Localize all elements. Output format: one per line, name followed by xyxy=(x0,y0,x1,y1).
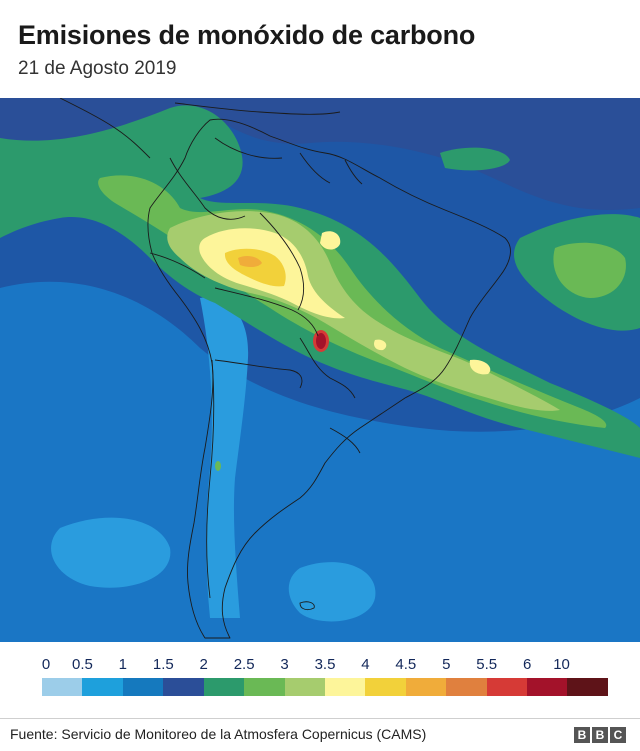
legend-swatch xyxy=(527,678,568,696)
legend-swatch xyxy=(446,678,487,696)
border-venezuela xyxy=(214,137,283,159)
plume-level-25-east xyxy=(553,242,626,298)
legend-swatch xyxy=(324,678,366,696)
legend-swatch xyxy=(163,678,204,696)
legend-swatch xyxy=(122,678,164,696)
bbc-logo-letter: B xyxy=(574,727,590,743)
border-brazil-west xyxy=(259,212,304,311)
bbc-logo: B B C xyxy=(574,727,626,743)
legend-swatch xyxy=(284,678,325,696)
bbc-logo-letter: B xyxy=(592,727,608,743)
footer-divider xyxy=(0,718,640,719)
legend-swatch xyxy=(203,678,245,696)
legend-swatch xyxy=(486,678,528,696)
legend-label: 3 xyxy=(280,656,289,673)
legend-label: 2 xyxy=(199,656,208,673)
plume-level-35-d xyxy=(373,339,387,351)
border-colombia xyxy=(169,157,246,220)
legend-label: 0 xyxy=(41,656,51,673)
legend-label: 1 xyxy=(118,656,128,673)
central-america xyxy=(59,98,151,159)
border-guianas xyxy=(299,152,363,185)
legend-swatch xyxy=(405,678,447,696)
field-level-15 xyxy=(0,98,640,210)
legend-label: 1.5 xyxy=(152,656,174,673)
uruguay-coast xyxy=(329,427,361,454)
border-argentina-bolivia xyxy=(214,359,303,389)
hotspot-small xyxy=(215,461,221,471)
country-borders xyxy=(59,98,511,639)
legend-label: 4.5 xyxy=(395,656,417,673)
legend-labels: 0 0.5 1 1.5 2 2.5 3 3.5 4 4.5 5 5.5 6 10 xyxy=(42,656,608,676)
plume-level-35-b xyxy=(320,231,341,250)
border-peru xyxy=(149,252,206,279)
border-brazil-bolivia xyxy=(214,287,319,337)
legend-swatch xyxy=(244,678,285,696)
legend-label: 6 xyxy=(522,656,532,673)
legend-label: 5.5 xyxy=(476,656,498,673)
border-argentina-chile xyxy=(206,359,215,599)
field-level-05 xyxy=(51,517,171,588)
legend-swatch xyxy=(42,678,83,696)
page-subtitle: 21 de Agosto 2019 xyxy=(18,58,177,79)
legend-label: 4 xyxy=(361,656,370,673)
co-emissions-map xyxy=(0,98,640,642)
legend-swatch xyxy=(365,678,406,696)
hotspot-level-45 xyxy=(238,255,262,268)
legend-swatch xyxy=(82,678,123,696)
falklands xyxy=(299,601,315,611)
legend-label: 10 xyxy=(553,656,570,673)
border-paraguay xyxy=(299,337,356,399)
legend-swatch xyxy=(567,678,608,696)
bbc-logo-letter: C xyxy=(610,727,626,743)
plume-level-35-c xyxy=(469,359,491,375)
south-america-outline xyxy=(147,118,511,639)
legend-color-bar xyxy=(42,678,608,696)
legend-label: 5 xyxy=(442,656,451,673)
legend-label: 3.5 xyxy=(314,656,336,673)
page-title: Emisiones de monóxido de carbono xyxy=(18,20,476,50)
legend-label: 2.5 xyxy=(233,656,255,673)
field-level-05-c xyxy=(288,562,376,622)
field-level-05-b xyxy=(200,297,249,618)
legend-label: 0.5 xyxy=(71,656,93,673)
plume-level-2-north xyxy=(440,147,510,171)
hotspot-level-10 xyxy=(316,333,326,349)
caribbean-coast xyxy=(174,102,341,115)
source-credit: Fuente: Servicio de Monitoreo de la Atmo… xyxy=(10,726,427,742)
